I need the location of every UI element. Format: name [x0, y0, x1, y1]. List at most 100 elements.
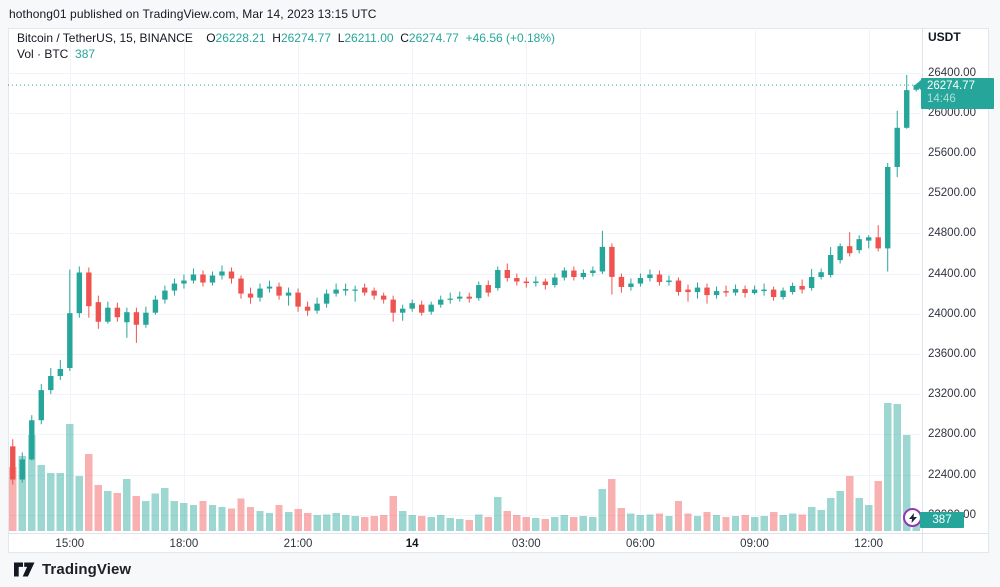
volume-bar [589, 517, 597, 531]
candle-body [580, 272, 587, 278]
candle-body [342, 289, 349, 291]
volume-bar [170, 500, 179, 531]
volume-bar [322, 514, 331, 531]
volume-bar [180, 503, 188, 531]
candle-body [295, 292, 301, 307]
volume-bar [398, 511, 407, 531]
volume-bar [722, 517, 730, 531]
candle-body [723, 291, 729, 293]
candle-body [618, 276, 625, 287]
candle-body [704, 287, 710, 296]
volume-bar [570, 517, 578, 531]
volume-bar [494, 497, 502, 531]
volume-label: Vol · BTC [17, 47, 69, 61]
candle-body [609, 246, 615, 277]
volume-bar [712, 515, 721, 531]
volume-bar [313, 515, 321, 531]
candle-body [228, 271, 235, 279]
volume-bar [750, 517, 759, 531]
candle-body [76, 272, 83, 314]
volume-bar [703, 511, 711, 531]
candle-body [485, 285, 491, 293]
volume-bar [903, 435, 911, 531]
volume-bar [303, 512, 312, 531]
volume-bar [674, 501, 683, 531]
candle-body [713, 291, 720, 296]
candle-body [409, 303, 415, 309]
candle-body [67, 313, 73, 368]
candle-body [152, 299, 159, 313]
candle-body [361, 287, 368, 293]
volume-bar [807, 506, 816, 531]
candle-body [447, 298, 453, 300]
candle-body [780, 290, 786, 298]
close-label: C [400, 31, 409, 45]
volume-bar [456, 518, 464, 531]
volume-bar [256, 511, 264, 531]
volume-bar [227, 508, 236, 531]
candle-body [285, 292, 292, 296]
last-volume-badge: 387 [920, 512, 964, 528]
candle-body [266, 286, 273, 289]
candle-body [29, 420, 35, 460]
volume-bar [779, 515, 787, 531]
volume-bar [66, 424, 74, 531]
price-tick-label: 22400.00 [928, 468, 976, 481]
time-tick-label: 12:00 [854, 538, 884, 550]
price-tick-label: 24000.00 [928, 307, 976, 320]
volume-bar [826, 497, 835, 531]
candle-body [770, 289, 777, 298]
price-tick-label: 26400.00 [928, 66, 976, 79]
candle-body [190, 274, 197, 281]
volume-bar [874, 480, 882, 531]
time-tick-label: 15:00 [55, 538, 85, 550]
candle-body [865, 237, 872, 241]
price-tick-label: 22800.00 [928, 428, 976, 441]
volume-bar [332, 512, 340, 531]
volume-bar [360, 517, 369, 531]
volume-bar [551, 517, 559, 531]
tradingview-logo[interactable]: TradingView [14, 560, 131, 579]
candle-body [808, 277, 815, 288]
volume-bar [627, 513, 635, 531]
candle-body [257, 288, 263, 298]
candle-body [86, 272, 92, 307]
volume-bar [341, 515, 350, 531]
volume-bar [113, 492, 122, 531]
volume-bar [189, 504, 198, 531]
volume-bar [85, 453, 93, 531]
volume-bar [845, 476, 854, 531]
price-tick-label: 23600.00 [928, 347, 976, 360]
candle-body [304, 306, 311, 311]
volume-bar [75, 476, 84, 531]
candle-body [314, 303, 320, 311]
volume-bar [731, 516, 740, 531]
open-label: O [206, 31, 216, 45]
candle-body [399, 308, 406, 313]
candle-body [276, 286, 282, 296]
volume-bar [9, 466, 17, 531]
candle-body [789, 285, 796, 292]
candle-body [875, 237, 881, 249]
volume-bar [265, 512, 274, 531]
volume-bar [28, 435, 36, 531]
volume-bar [884, 403, 892, 531]
candle-body [162, 290, 168, 300]
candle-body [495, 269, 501, 289]
candle-body [57, 368, 64, 377]
volume-bar [132, 496, 141, 531]
price-tick-label: 25600.00 [928, 146, 976, 159]
change-value: +46.56 (+0.18%) [465, 31, 556, 45]
volume-bar [379, 515, 388, 531]
volume-bar [199, 501, 207, 531]
candle-body [19, 459, 25, 480]
candle-body [466, 296, 472, 299]
candle-body [542, 281, 549, 286]
volume-bar [475, 514, 483, 531]
low-label: L [337, 31, 345, 45]
candle-body [124, 312, 130, 323]
candle-body [514, 278, 520, 282]
time-tick-label: 09:00 [740, 538, 769, 550]
